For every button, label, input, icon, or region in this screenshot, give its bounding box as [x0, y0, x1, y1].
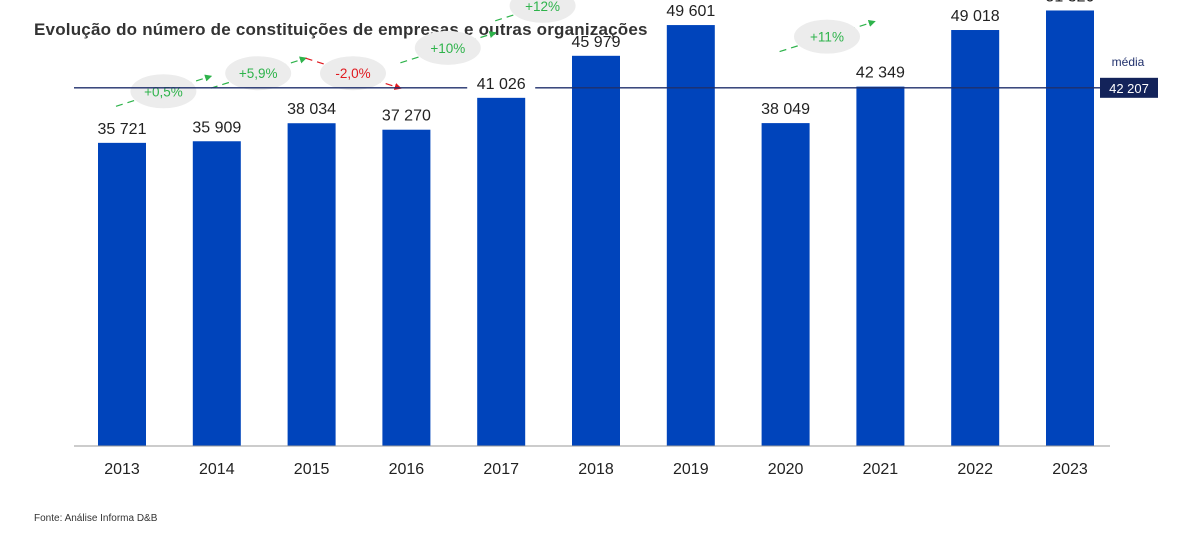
bar-2019	[666, 25, 715, 447]
x-axis: 2013 2014 2015 2016 2017 2018 2019 2020 2021 2022…	[74, 445, 1110, 478]
growth-label: +0,5%	[144, 84, 183, 99]
bar-value-label: 35 721	[98, 121, 147, 138]
bar-2022	[951, 30, 1000, 447]
bar-value-label: 42 349	[856, 65, 905, 82]
growth-bubble	[509, 0, 576, 23]
x-tick-label: 2018	[578, 461, 614, 478]
bar-2014	[192, 141, 241, 447]
average-line-group: média 42 207	[74, 55, 1158, 98]
bar-value-labels: 35 721 35 909 38 034 37 270 41 026 45 979 49 6…	[98, 0, 1095, 138]
bar-value-label: 35 909	[192, 119, 241, 136]
bars	[98, 10, 1094, 447]
bar-2013	[98, 142, 146, 446]
bar-value-label: 49 018	[951, 8, 1000, 25]
x-tick-label: 2020	[768, 461, 804, 478]
growth-annotations: +0,5%+5,9%-2,0%+10%+12%+7,9%-23%+11%+16%…	[115, 0, 876, 109]
bar-2016	[382, 129, 431, 447]
bar-2017	[477, 97, 526, 447]
x-tick-label: 2015	[294, 461, 330, 478]
x-tick-label: 2023	[1052, 461, 1088, 478]
bar-value-label: 49 601	[666, 3, 715, 20]
average-value: 42 207	[1109, 81, 1149, 96]
bar-2021	[856, 86, 905, 447]
average-caption: média	[1112, 55, 1145, 69]
growth-bubble	[225, 56, 292, 91]
x-tick-label: 2017	[483, 461, 519, 478]
x-tick-label: 2013	[104, 461, 140, 478]
bar-2015	[287, 123, 336, 446]
growth-label: +11%	[810, 30, 844, 45]
x-tick-label: 2021	[863, 461, 899, 478]
average-value-box	[1100, 77, 1158, 98]
x-tick-label: 2019	[673, 461, 709, 478]
growth-label: +10%	[430, 41, 465, 56]
bar-2018	[572, 55, 620, 447]
growth-bubble	[130, 74, 197, 109]
growth-bubble	[320, 56, 386, 91]
x-tick-label: 2022	[957, 461, 993, 478]
bar-value-label: 51 320	[1046, 0, 1095, 5]
bar-value-label: 41 026	[477, 76, 526, 93]
bar-value-label: 37 270	[382, 108, 431, 125]
growth-label: +12%	[525, 0, 560, 14]
bar-2023	[1046, 10, 1094, 446]
growth-label: +5,9%	[239, 66, 278, 81]
bar-value-label: 38 034	[287, 101, 336, 118]
growth-bubble	[794, 19, 860, 54]
bar-value-label: 38 049	[761, 101, 810, 118]
bar-value-label: 45 979	[572, 34, 621, 51]
growth-label: -2,0%	[335, 66, 370, 81]
source-note: Fonte: Análise Informa D&B	[34, 513, 158, 524]
growth-bubble	[414, 30, 481, 65]
x-tick-label: 2016	[389, 461, 425, 478]
bar-2020	[761, 123, 810, 447]
x-tick-label: 2014	[199, 461, 235, 478]
